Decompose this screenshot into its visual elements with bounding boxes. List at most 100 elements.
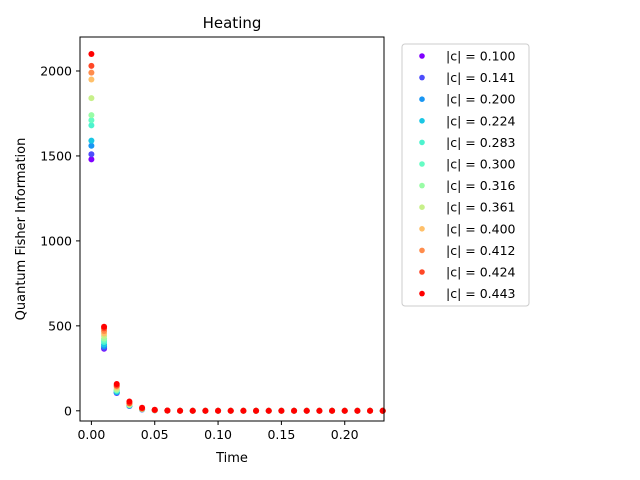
data-point [202, 407, 209, 414]
data-point [88, 76, 95, 83]
y-axis: 0 500 1000 1500 2000 [40, 63, 80, 418]
data-point [265, 407, 272, 414]
series-2 [88, 142, 386, 414]
legend-label: |c| = 0.316 [446, 178, 516, 193]
plot-frame [79, 36, 385, 422]
series-10 [88, 62, 386, 414]
data-point [151, 406, 158, 413]
x-tick-label: 0.15 [267, 427, 295, 442]
legend-marker [419, 139, 425, 146]
series-3 [88, 137, 386, 414]
data-point [329, 407, 336, 414]
legend-label: |c| = 0.424 [446, 265, 516, 280]
legend-item: |c| = 0.400 [419, 221, 516, 236]
data-point [379, 407, 386, 414]
series-1 [88, 151, 386, 414]
data-point [88, 137, 95, 144]
legend: |c| = 0.100 |c| = 0.141 |c| = 0.200 |c| = 0… [401, 43, 530, 307]
legend-label: |c| = 0.400 [446, 221, 516, 236]
data-point [177, 407, 184, 414]
x-tick-label: 0.20 [331, 427, 359, 442]
data-point [341, 407, 348, 414]
legend-item: |c| = 0.412 [419, 243, 516, 258]
data-point [139, 404, 146, 411]
legend-item: |c| = 0.283 [419, 135, 516, 150]
legend-label: |c| = 0.100 [446, 49, 516, 64]
x-tick-label: 0.10 [204, 427, 232, 442]
series-7 [88, 95, 386, 414]
legend-marker [419, 53, 425, 59]
legend-box [401, 43, 530, 307]
legend-marker [419, 204, 425, 210]
data-point [88, 69, 95, 76]
legend-marker [419, 247, 425, 254]
data-point [101, 323, 108, 330]
scatter-points [88, 50, 386, 414]
data-point [88, 142, 95, 149]
data-point [227, 407, 234, 414]
legend-marker [419, 290, 425, 297]
y-tick-label: 500 [48, 318, 72, 333]
data-point [164, 407, 171, 414]
data-point [278, 407, 285, 414]
series-6 [88, 112, 386, 414]
series-0 [88, 156, 386, 414]
legend-item: |c| = 0.300 [419, 157, 516, 172]
y-tick-label: 1500 [40, 148, 72, 163]
data-point [88, 122, 95, 129]
x-tick-label: 0.00 [77, 427, 105, 442]
data-point [88, 95, 95, 102]
data-point [303, 407, 310, 414]
y-tick-label: 1000 [40, 233, 72, 248]
legend-label: |c| = 0.224 [446, 113, 516, 128]
legend-label: |c| = 0.361 [446, 200, 516, 215]
legend-item: |c| = 0.200 [419, 92, 516, 107]
data-point [88, 62, 95, 69]
x-tick-label: 0.05 [141, 427, 169, 442]
x-axis: 0.00 0.05 0.10 0.15 0.20 [77, 421, 359, 442]
legend-marker [419, 118, 425, 124]
data-point [88, 50, 95, 57]
data-point [240, 407, 247, 414]
legend-marker [419, 96, 425, 102]
legend-item: |c| = 0.316 [419, 178, 516, 193]
y-tick-label: 0 [64, 403, 72, 418]
data-point [88, 156, 95, 163]
data-point [291, 407, 298, 414]
legend-item: |c| = 0.100 [419, 49, 516, 64]
data-point [215, 407, 222, 414]
y-tick-label: 2000 [40, 63, 72, 78]
legend-marker [419, 226, 425, 232]
legend-label: |c| = 0.141 [446, 70, 516, 85]
data-point [88, 117, 95, 124]
series-4 [88, 122, 386, 414]
legend-item: |c| = 0.443 [419, 286, 516, 301]
data-point [88, 112, 95, 119]
data-point [367, 407, 374, 414]
data-point [113, 380, 120, 387]
legend-label: |c| = 0.283 [446, 135, 516, 150]
legend-label: |c| = 0.300 [446, 157, 516, 172]
data-point [253, 407, 260, 414]
data-point [354, 407, 361, 414]
series-5 [88, 117, 386, 414]
legend-marker [419, 74, 425, 81]
legend-marker [419, 161, 425, 167]
legend-item: |c| = 0.224 [419, 113, 516, 128]
legend-item: |c| = 0.141 [419, 70, 516, 85]
x-axis-label: Time [215, 451, 248, 466]
y-axis-label: Quantum Fisher Information [14, 138, 29, 321]
data-point [189, 407, 196, 414]
data-point [126, 398, 133, 405]
data-point [88, 151, 95, 158]
legend-marker [419, 182, 425, 189]
legend-item: |c| = 0.424 [419, 265, 516, 280]
legend-label: |c| = 0.200 [446, 92, 516, 107]
series-8 [88, 76, 386, 414]
legend-label: |c| = 0.412 [446, 243, 516, 258]
series-9 [88, 69, 386, 414]
legend-item: |c| = 0.361 [419, 200, 516, 215]
legend-marker [419, 269, 425, 275]
chart-title: Heating [203, 14, 262, 32]
